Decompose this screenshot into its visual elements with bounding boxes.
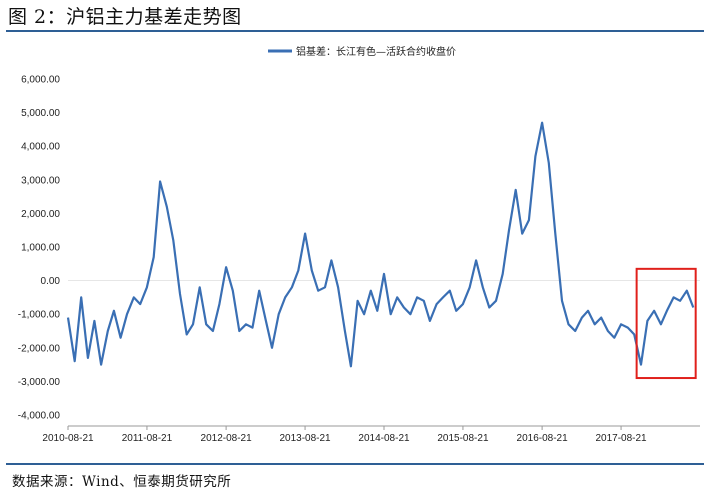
figure-title: 图 2：沪铝主力基差走势图 [8, 6, 242, 28]
y-tick-label: -3,000.00 [18, 377, 61, 388]
x-tick-label: 2011-08-21 [122, 433, 173, 444]
y-tick-label: 4,000.00 [21, 142, 60, 153]
x-tick-label: 2015-08-21 [437, 433, 489, 444]
y-tick-label: -2,000.00 [18, 343, 61, 354]
source-rule [6, 463, 704, 465]
y-tick-label: 2,000.00 [21, 209, 60, 220]
y-tick-label: 6,000.00 [21, 75, 60, 86]
y-tick-label: -1,000.00 [18, 310, 61, 321]
y-tick-label: 3,000.00 [21, 175, 60, 186]
x-tick-label: 2014-08-21 [358, 433, 410, 444]
y-axis: 6,000.00 5,000.00 4,000.00 3,000.00 2,000.00… [18, 75, 61, 422]
x-tick-label: 2016-08-21 [517, 433, 569, 444]
legend-label: 铝基差：长江有色—活跃合约收盘价 [296, 45, 456, 58]
series-line-al-basis [66, 121, 695, 368]
y-tick-label: 0.00 [41, 276, 61, 287]
x-tick-label: 2012-08-21 [201, 433, 253, 444]
x-tick-label: 2017-08-21 [595, 433, 647, 444]
x-tick-label: 2010-08-21 [42, 433, 94, 444]
title-rule [6, 30, 704, 32]
highlight-box [635, 267, 697, 380]
source-note: 数据来源：Wind、恒泰期货研究所 [12, 474, 232, 490]
plot-area [66, 121, 697, 380]
legend: 铝基差：长江有色—活跃合约收盘价 [268, 45, 456, 58]
y-tick-label: -4,000.00 [18, 411, 61, 422]
x-axis: 2010-08-21 2011-08-21 2012-08-21 2013-08-21… [42, 280, 700, 444]
y-tick-label: 1,000.00 [21, 243, 60, 254]
x-tick-label: 2013-08-21 [279, 433, 331, 444]
y-tick-label: 5,000.00 [21, 108, 60, 119]
